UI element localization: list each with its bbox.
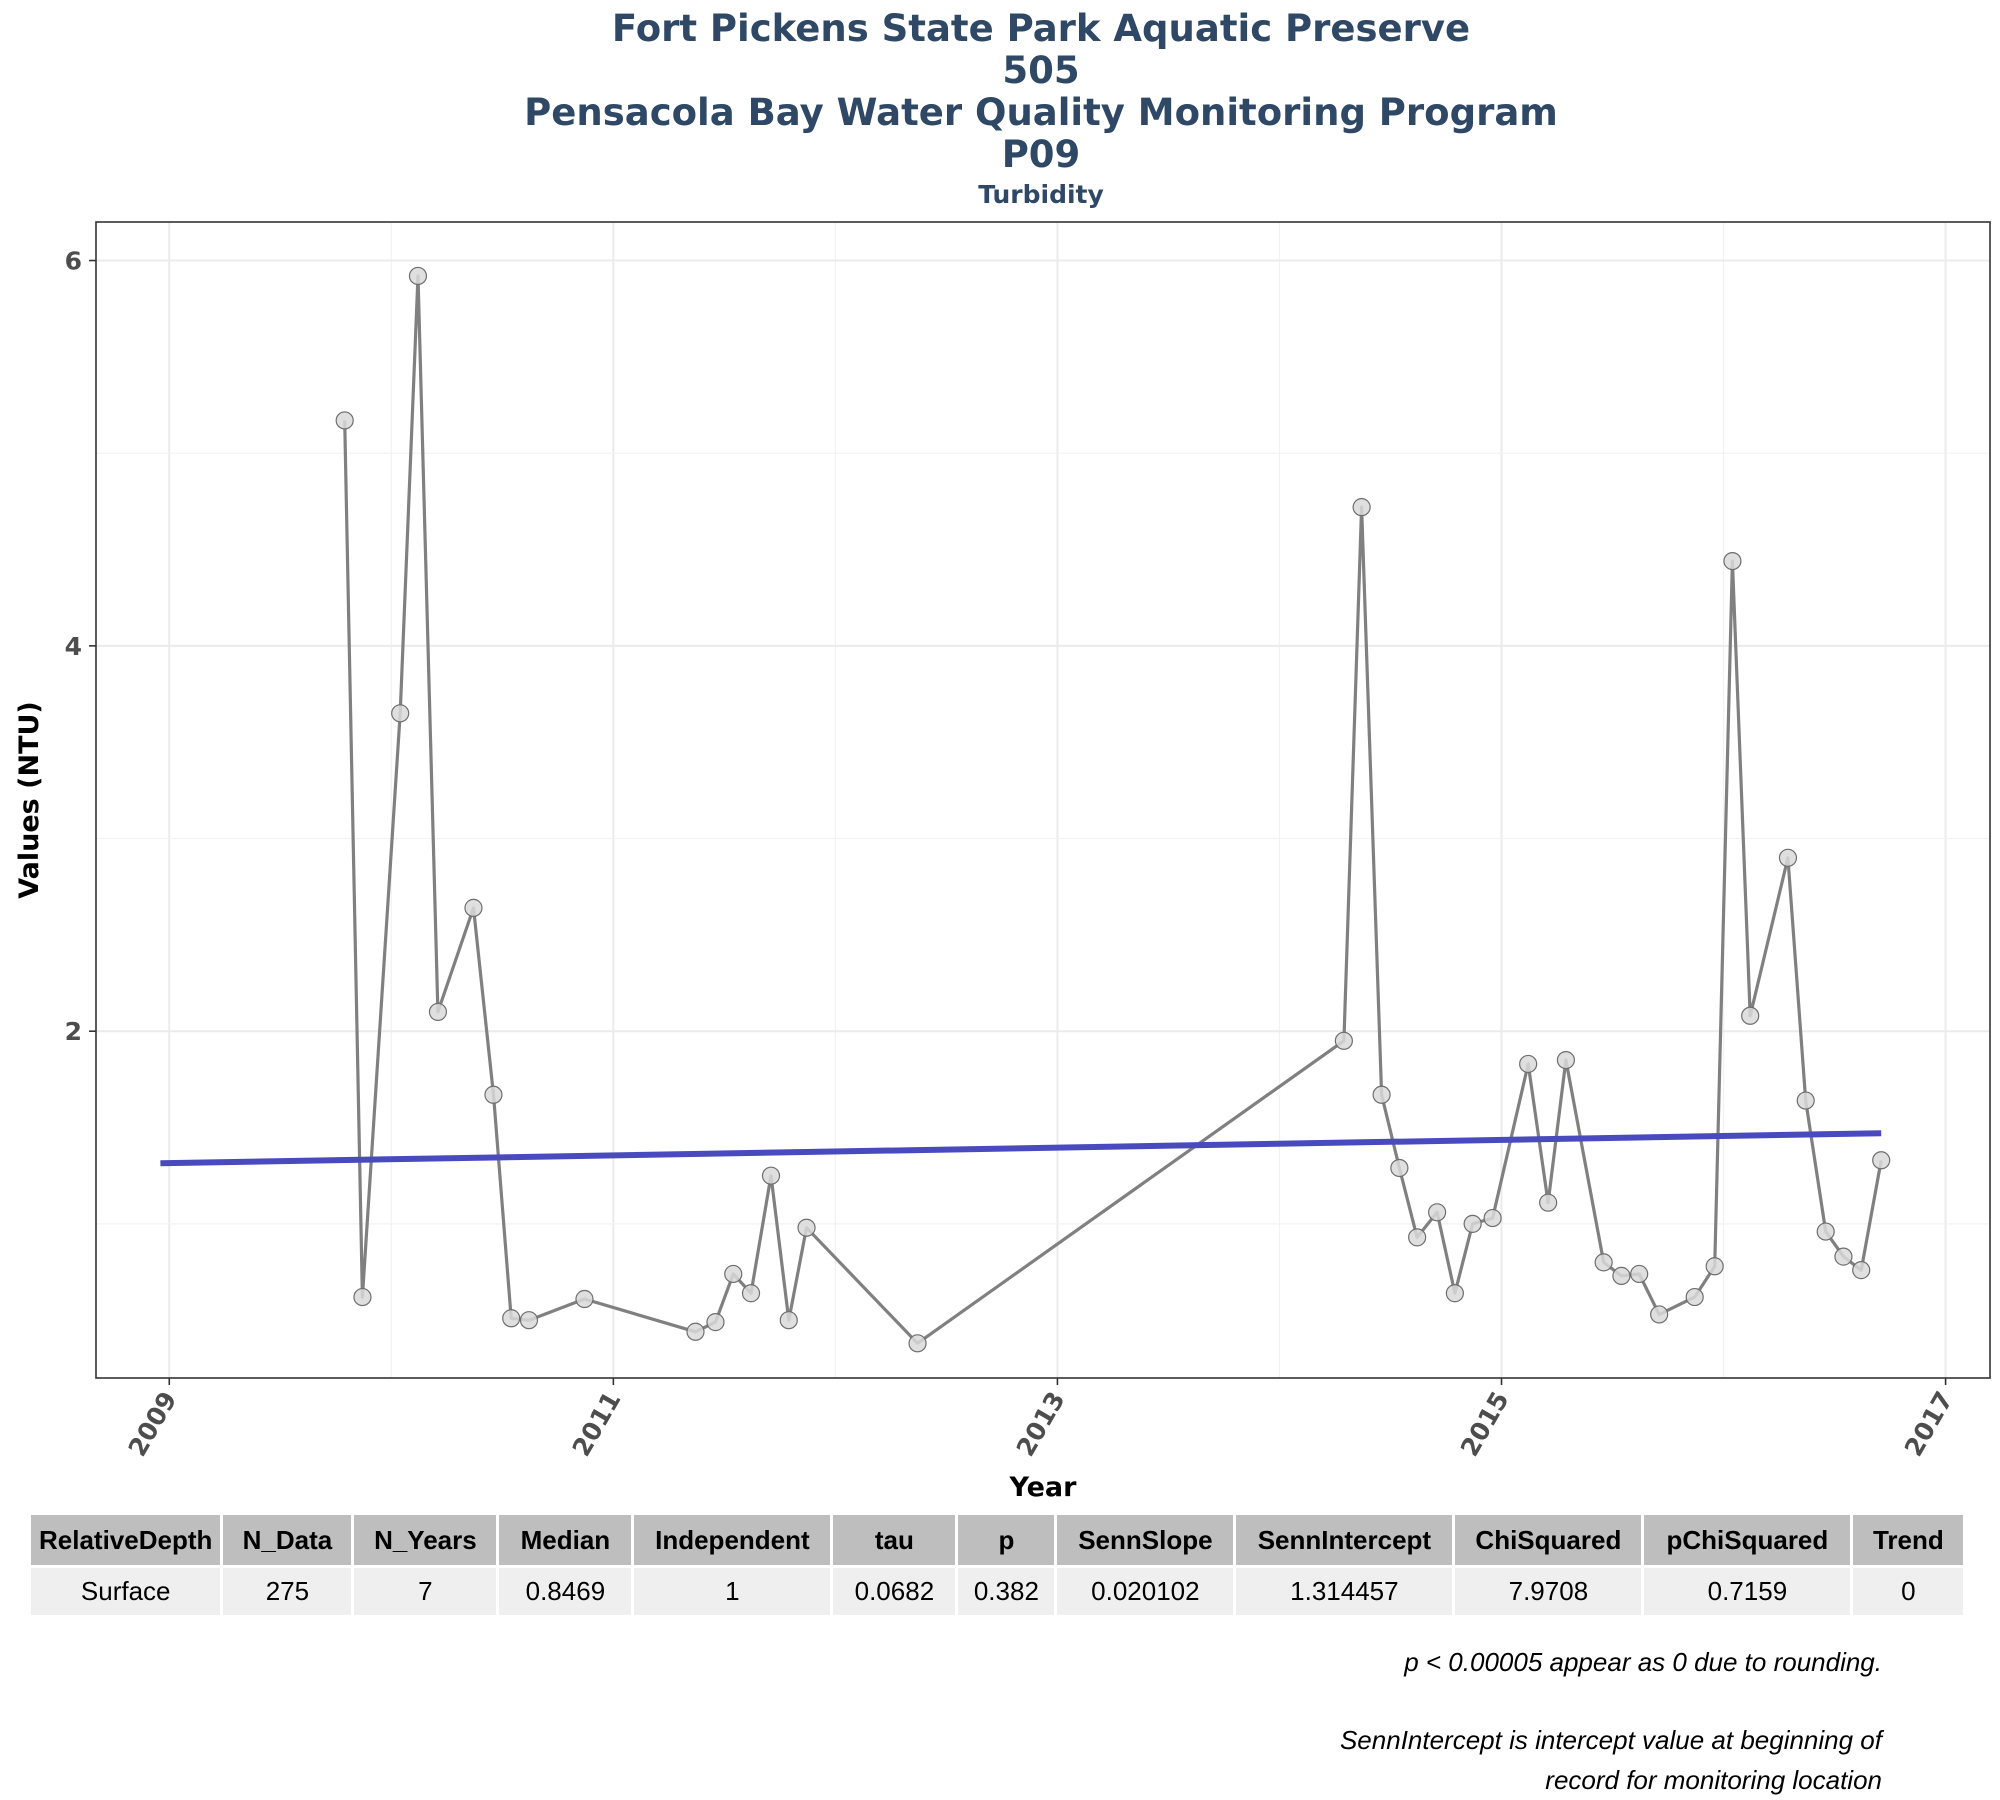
data-point [1852, 1261, 1871, 1280]
data-point [1816, 1222, 1835, 1241]
plot-panel [96, 222, 1990, 1378]
data-point [908, 1334, 927, 1353]
data-point [1872, 1151, 1891, 1170]
chart-title-block: Fort Pickens State Park Aquatic Preserve… [0, 8, 2000, 212]
data-point [1519, 1054, 1538, 1074]
data-point [1539, 1193, 1558, 1212]
table-cell: 0.020102 [1057, 1568, 1234, 1615]
data-point [706, 1313, 725, 1332]
data-point [575, 1289, 594, 1309]
column-header: p [958, 1515, 1055, 1565]
data-point [1741, 1006, 1760, 1025]
title-line-3: Pensacola Bay Water Quality Monitoring P… [524, 91, 1558, 134]
table-cell: 0.8469 [499, 1568, 632, 1615]
data-point [797, 1218, 816, 1237]
data-point [724, 1264, 743, 1284]
data-point [1483, 1208, 1502, 1228]
data-point [1778, 848, 1798, 867]
x-tick-label: 2017 [1899, 1387, 1959, 1462]
rounding-note: p < 0.00005 appear as 0 due to rounding. [1404, 1647, 1882, 1677]
table-cell: 7.9708 [1455, 1568, 1642, 1615]
column-header: N_Data [223, 1515, 352, 1565]
data-point [1723, 551, 1742, 571]
data-point [1445, 1284, 1464, 1303]
column-header: pChiSquared [1644, 1515, 1851, 1565]
data-point [1612, 1266, 1631, 1285]
table-cell: 1.314457 [1236, 1568, 1453, 1615]
column-header: SennSlope [1057, 1515, 1234, 1565]
table-cell: 0.0682 [833, 1568, 956, 1615]
data-point [484, 1085, 503, 1104]
y-tick-label: 4 [65, 632, 82, 661]
table-row: Surface 275 7 0.8469 1 0.0682 0.382 0.02… [31, 1568, 1964, 1615]
table-cell: 1 [634, 1568, 831, 1615]
data-point [779, 1311, 798, 1330]
data-point [1463, 1214, 1482, 1233]
data-point [761, 1166, 781, 1185]
column-header: RelativeDepth [31, 1515, 221, 1565]
plot-border [95, 221, 1991, 1379]
column-header: Trend [1853, 1515, 1964, 1565]
column-header: tau [833, 1515, 956, 1565]
y-tick-label: 2 [65, 1017, 82, 1046]
table-cell: 7 [354, 1568, 497, 1615]
data-point [1390, 1158, 1409, 1178]
column-header: Independent [634, 1515, 831, 1565]
data-point [1796, 1091, 1815, 1110]
data-point [1630, 1264, 1649, 1284]
data-point [1334, 1031, 1353, 1050]
turbidity-line-chart: 2 4 6 2009 2011 2013 2015 2017 Year Values (NTU… [14, 221, 1991, 1500]
x-tick-label: 2011 [567, 1387, 627, 1462]
data-point [502, 1309, 521, 1328]
data-point [428, 1002, 448, 1022]
data-point [408, 266, 428, 286]
data-point [519, 1311, 539, 1330]
x-tick-label: 2009 [123, 1387, 183, 1462]
trend-statistics-table: RelativeDepth N_Data N_Years Median Inde… [28, 1512, 1966, 1618]
data-point [391, 704, 410, 723]
title-line-4: P09 [1001, 133, 1081, 176]
table-cell: 275 [223, 1568, 352, 1615]
data-series [160, 266, 1891, 1353]
data-point [686, 1322, 705, 1341]
table-cell: Surface [31, 1568, 221, 1615]
chart-subtitle: Turbidity [978, 180, 1104, 209]
intercept-note-line-1: SennIntercept is intercept value at begi… [1339, 1725, 1882, 1755]
table-cell: 0.382 [958, 1568, 1055, 1615]
data-point [1594, 1253, 1613, 1272]
data-point [1428, 1203, 1447, 1222]
column-header: SennIntercept [1236, 1515, 1453, 1565]
data-point [1650, 1305, 1669, 1324]
footnotes: p < 0.00005 appear as 0 due to rounding.… [1340, 1642, 1882, 1800]
column-header: ChiSquared [1455, 1515, 1642, 1565]
table-cell: 0.7159 [1644, 1568, 1851, 1615]
column-header: N_Years [354, 1515, 497, 1565]
data-point [335, 411, 354, 430]
data-point [1705, 1257, 1724, 1276]
data-point [1685, 1287, 1704, 1307]
data-point [1834, 1247, 1853, 1266]
column-header: Median [499, 1515, 632, 1565]
x-axis-title: Year [1009, 1472, 1078, 1500]
x-tick-label: 2015 [1455, 1387, 1515, 1462]
y-tick-label: 6 [65, 247, 82, 276]
data-point [1372, 1085, 1391, 1104]
data-point [1352, 498, 1371, 517]
intercept-note-line-2: record for monitoring location [1545, 1765, 1882, 1795]
y-axis-title: Values (NTU) [14, 701, 45, 899]
x-tick-label: 2013 [1011, 1387, 1071, 1462]
data-point [353, 1287, 372, 1307]
data-point [464, 898, 483, 917]
senn-trend-line [160, 1130, 1882, 1167]
data-point [1556, 1050, 1576, 1070]
data-point [1408, 1228, 1427, 1247]
data-point [741, 1284, 761, 1303]
table-header-row: RelativeDepth N_Data N_Years Median Inde… [31, 1515, 1964, 1565]
title-line-2: 505 [1002, 49, 1080, 92]
table-cell: 0 [1853, 1568, 1964, 1615]
title-line-1: Fort Pickens State Park Aquatic Preserve [611, 7, 1471, 50]
